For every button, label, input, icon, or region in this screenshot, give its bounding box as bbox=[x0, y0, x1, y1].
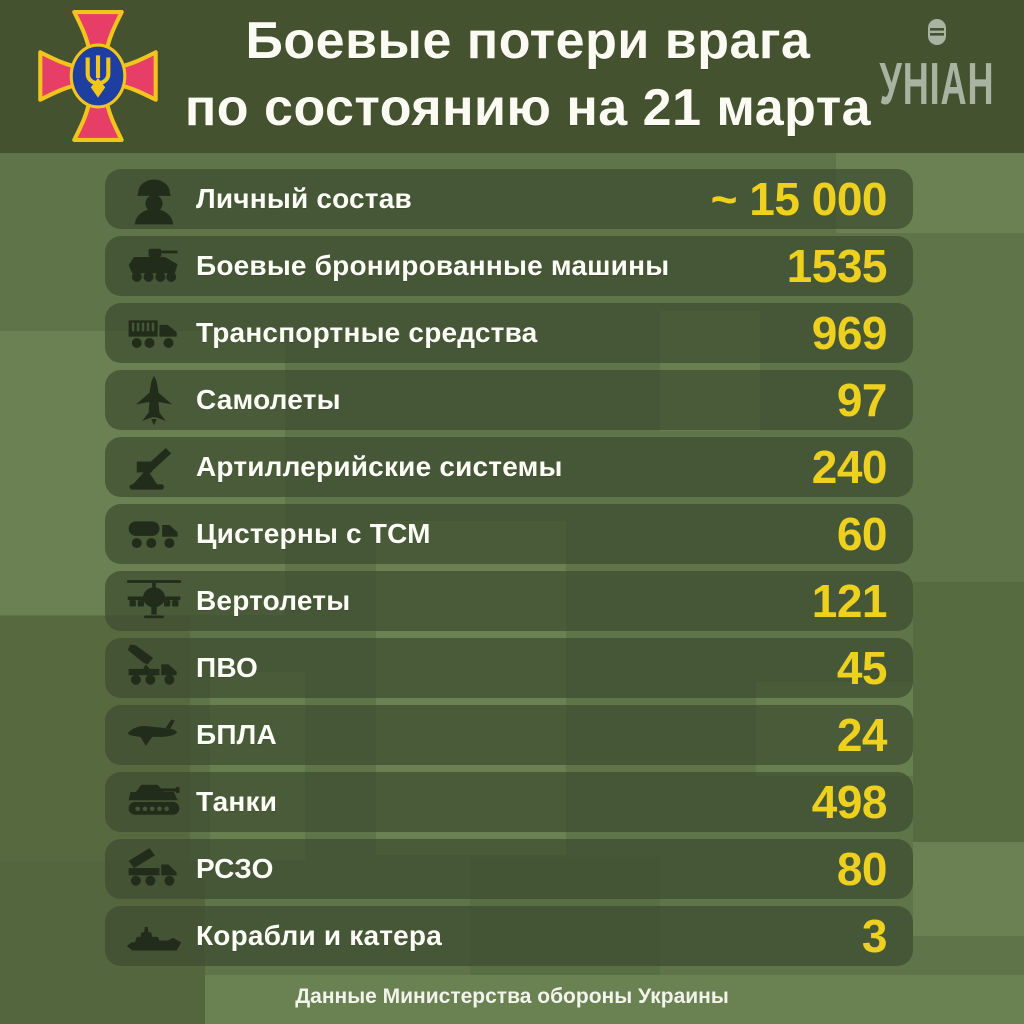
truck-icon bbox=[125, 306, 183, 360]
loss-value: ~ 15 000 bbox=[710, 173, 888, 225]
loss-row: Цистерны с ТСМ 60 bbox=[105, 504, 913, 564]
helicopter-icon bbox=[125, 574, 183, 628]
microphone-icon bbox=[928, 19, 946, 45]
loss-row: Артиллерийские системы 240 bbox=[105, 437, 913, 497]
loss-label: БПЛА bbox=[196, 719, 277, 750]
loss-row: Боевые бронированные машины 1535 bbox=[105, 236, 913, 296]
jet-icon bbox=[125, 373, 183, 427]
loss-value: 1535 bbox=[786, 240, 888, 292]
artillery-icon bbox=[125, 440, 183, 494]
data-source: Данные Министерства обороны Украины bbox=[295, 985, 729, 1008]
loss-rows: Личный состав ~ 15 000 Боевые бронирован… bbox=[105, 169, 913, 966]
loss-label: ПВО bbox=[196, 652, 259, 683]
loss-label: Боевые бронированные машины bbox=[196, 250, 670, 281]
armed-forces-emblem-icon bbox=[36, 8, 160, 149]
loss-row: Корабли и катера 3 bbox=[105, 906, 913, 966]
loss-row: ПВО 45 bbox=[105, 638, 913, 698]
page-title: Боевые потери врага по состоянию на 21 м… bbox=[185, 8, 871, 141]
warship-icon bbox=[125, 909, 183, 963]
unian-logo: УНІАН bbox=[862, 18, 1012, 117]
loss-label: Вертолеты bbox=[196, 585, 351, 616]
apc-icon bbox=[125, 239, 183, 293]
loss-value: 45 bbox=[836, 642, 888, 694]
unian-logo-text: УНІАН bbox=[879, 50, 995, 117]
camo-square bbox=[205, 975, 1024, 1024]
loss-row: Личный состав ~ 15 000 bbox=[105, 169, 913, 229]
loss-label: Танки bbox=[196, 786, 278, 817]
loss-value: 60 bbox=[836, 508, 888, 560]
air-defense-icon bbox=[125, 641, 183, 695]
header: Боевые потери врага по состоянию на 21 м… bbox=[0, 0, 1024, 153]
loss-value: 498 bbox=[811, 776, 888, 828]
loss-label: Артиллерийские системы bbox=[196, 451, 563, 482]
title-line-2: по состоянию на 21 марта bbox=[184, 78, 872, 137]
loss-value: 24 bbox=[836, 709, 888, 761]
loss-label: Личный состав bbox=[196, 183, 412, 214]
loss-label: Самолеты bbox=[196, 384, 341, 415]
soldier-icon bbox=[125, 172, 183, 226]
fuel-tanker-icon bbox=[125, 507, 183, 561]
loss-row: РСЗО 80 bbox=[105, 839, 913, 899]
loss-value: 3 bbox=[861, 910, 888, 962]
mlrs-icon bbox=[125, 842, 183, 896]
loss-value: 121 bbox=[811, 575, 888, 627]
loss-label: Корабли и катера bbox=[196, 920, 442, 951]
camo-square bbox=[913, 582, 1024, 842]
loss-label: Транспортные средства bbox=[196, 317, 538, 348]
loss-value: 240 bbox=[811, 441, 888, 493]
loss-value: 969 bbox=[811, 307, 888, 359]
loss-row: Танки 498 bbox=[105, 772, 913, 832]
loss-row: Самолеты 97 bbox=[105, 370, 913, 430]
loss-value: 80 bbox=[836, 843, 888, 895]
title-line-1: Боевые потери врага bbox=[245, 12, 811, 70]
drone-icon bbox=[125, 708, 183, 762]
loss-value: 97 bbox=[836, 374, 888, 426]
camo-square bbox=[913, 842, 1024, 936]
loss-label: Цистерны с ТСМ bbox=[196, 518, 431, 549]
loss-row: БПЛА 24 bbox=[105, 705, 913, 765]
loss-label: РСЗО bbox=[196, 853, 274, 884]
loss-row: Транспортные средства 969 bbox=[105, 303, 913, 363]
loss-row: Вертолеты 121 bbox=[105, 571, 913, 631]
tank-icon bbox=[125, 775, 183, 829]
